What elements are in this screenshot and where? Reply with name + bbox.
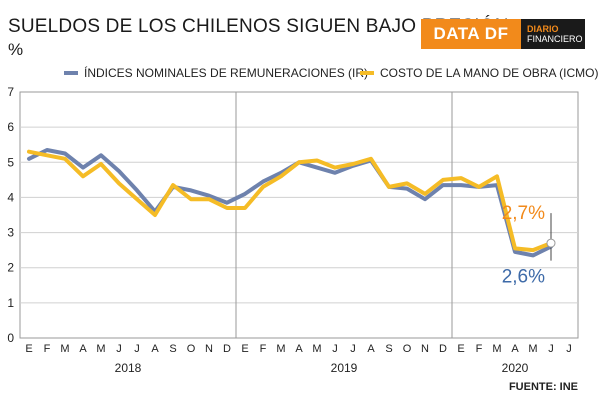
x-tick-label: M [528, 343, 537, 355]
legend-swatch-ir [64, 71, 78, 75]
x-tick-label: F [44, 343, 51, 355]
series-line-ir [27, 148, 553, 258]
x-tick-label: F [476, 343, 483, 355]
x-tick-label: A [79, 343, 87, 355]
logo-side: DIARIO FINANCIERO [521, 19, 585, 49]
x-tick-label: S [385, 343, 392, 355]
x-tick-label: J [134, 343, 140, 355]
year-label: 2018 [115, 361, 142, 375]
y-tick-label: 7 [7, 85, 14, 99]
series-line-icmo [27, 149, 553, 253]
x-tick-label: A [151, 343, 159, 355]
year-label: 2019 [331, 361, 358, 375]
x-tick-label: F [260, 343, 267, 355]
logo-sub-2: FINANCIERO [527, 34, 583, 44]
x-tick-label: S [169, 343, 176, 355]
legend: ÍNDICES NOMINALES DE REMUNERACIONES (IR)… [60, 66, 598, 84]
x-tick-label: M [96, 343, 105, 355]
annotation-layer: 2,7% 2,6% [502, 203, 556, 288]
legend-item-ir: ÍNDICES NOMINALES DE REMUNERACIONES (IR) [64, 66, 368, 80]
y-axis: 0 1 2 3 4 5 6 7 [7, 85, 14, 345]
x-tick-label: A [511, 343, 519, 355]
y-tick-label: 5 [7, 155, 14, 169]
legend-swatch-icmo [360, 71, 374, 75]
unit-label: % [8, 40, 24, 59]
x-tick-label: E [457, 343, 464, 355]
y-tick-label: 2 [7, 261, 14, 275]
y-tick-label: 4 [7, 190, 14, 204]
x-tick-label: J [350, 343, 356, 355]
x-tick-label: J [116, 343, 122, 355]
legend-item-icmo: COSTO DE LA MANO DE OBRA (ICMO) [360, 66, 598, 80]
x-tick-label: N [421, 343, 429, 355]
x-tick-label: E [241, 343, 248, 355]
annotation-label: 2,6% [502, 267, 545, 288]
y-tick-label: 1 [7, 296, 14, 310]
series-layer [27, 148, 553, 258]
x-tick-label: J [548, 343, 554, 355]
year-label: 2020 [502, 361, 529, 375]
plot-frame [19, 91, 579, 339]
x-tick-label: N [205, 343, 213, 355]
x-tick-label: M [60, 343, 69, 355]
x-tick-label: M [312, 343, 321, 355]
x-tick-label: E [25, 343, 32, 355]
y-tick-label: 6 [7, 120, 14, 134]
datadf-logo: DATA DF DIARIO FINANCIERO [421, 19, 585, 49]
x-tick-label: J [332, 343, 338, 355]
annotation-label: 2,7% [502, 203, 545, 224]
x-tick-label: M [492, 343, 501, 355]
legend-label-icmo: COSTO DE LA MANO DE OBRA (ICMO) [380, 66, 599, 80]
y-tick-label: 0 [7, 331, 14, 345]
end-marker [546, 238, 556, 248]
x-tick-label: O [187, 343, 196, 355]
x-tick-label: M [276, 343, 285, 355]
grid-layer [19, 91, 579, 339]
x-tick-label: A [367, 343, 375, 355]
x-tick-label: D [223, 343, 231, 355]
x-tick-label: A [295, 343, 303, 355]
x-tick-label: D [439, 343, 447, 355]
source-note: FUENTE: INE [508, 381, 578, 393]
logo-sub-1: DIARIO [527, 24, 559, 34]
logo-main: DATA DF [421, 19, 521, 49]
y-tick-label: 3 [7, 226, 14, 240]
x-tick-label: J [566, 343, 572, 355]
legend-label-ir: ÍNDICES NOMINALES DE REMUNERACIONES (IR) [84, 66, 369, 80]
x-tick-label: O [403, 343, 412, 355]
chart-title: SUELDOS DE LOS CHILENOS SIGUEN BAJO PRES… [8, 16, 509, 37]
